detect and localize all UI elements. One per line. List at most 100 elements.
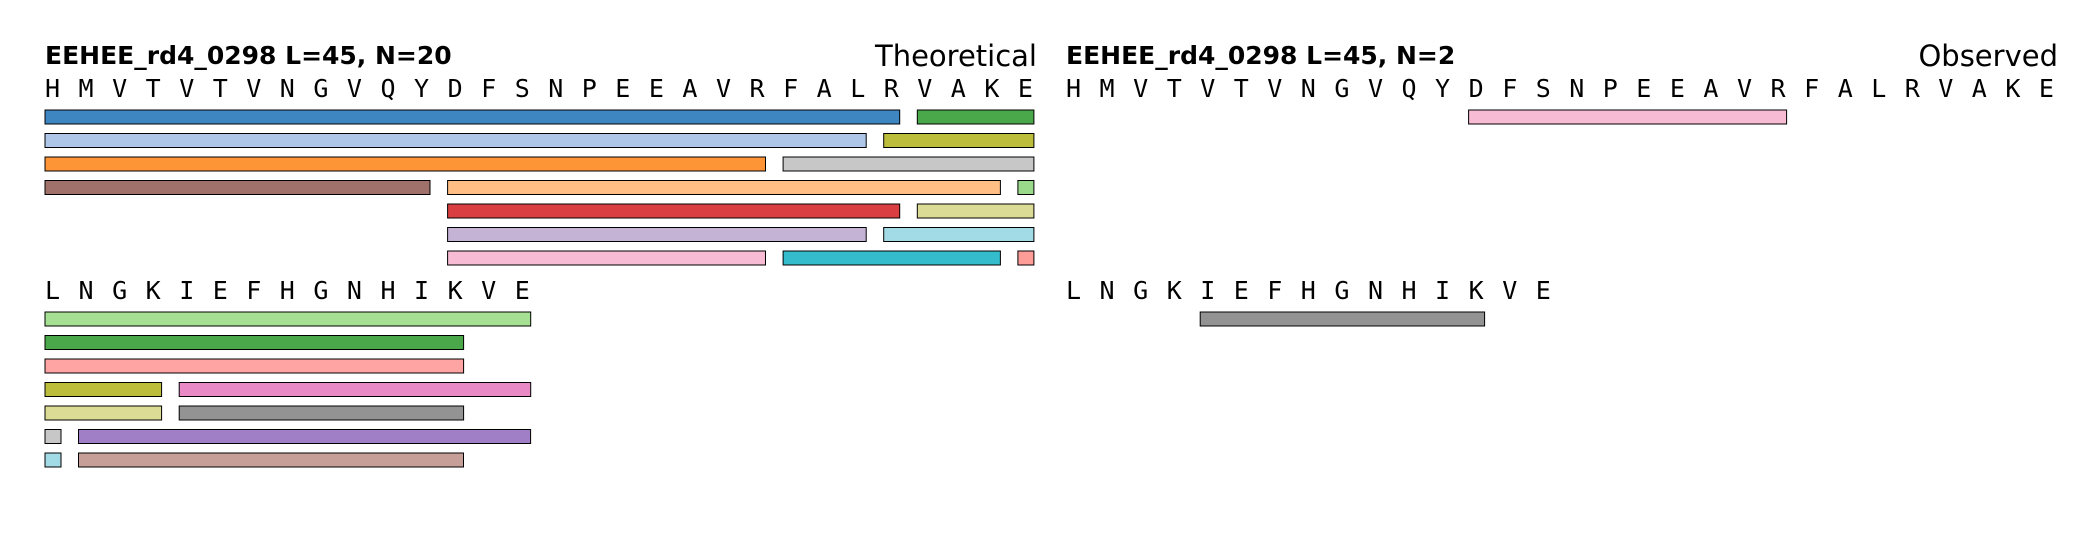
panel-mode-label: Theoretical	[874, 39, 1037, 73]
residue-label: N	[1569, 74, 1584, 103]
residue-label: R	[884, 74, 900, 103]
residue-label: K	[146, 276, 161, 305]
residue-label: P	[1603, 74, 1618, 103]
fragment-bar	[44, 156, 766, 172]
residue-label: N	[1301, 74, 1316, 103]
residue-label: I	[1435, 276, 1450, 305]
residue-label: A	[817, 74, 832, 103]
residue-label: Y	[414, 74, 429, 103]
fragment-bar	[44, 180, 431, 195]
residue-label: Q	[381, 74, 396, 103]
fragment-bar	[1017, 180, 1035, 195]
residue-label: G	[313, 276, 328, 305]
residue-label: L	[1066, 276, 1081, 305]
fragment-bar	[883, 227, 1035, 242]
residue-label: F	[783, 74, 798, 103]
fragment-bar	[78, 452, 464, 468]
residue-label: R	[750, 74, 766, 103]
fragment-bar	[44, 311, 532, 327]
residue-label: L	[1871, 74, 1886, 103]
residue-label: V	[347, 74, 362, 103]
fragment-bar	[44, 358, 465, 374]
residue-label: V	[917, 74, 932, 103]
fragment-bar	[44, 452, 62, 468]
residue-label: R	[1905, 74, 1921, 103]
residue-label: A	[1972, 74, 1987, 103]
residue-label: G	[1334, 74, 1349, 103]
fragment-bar	[178, 382, 532, 397]
residue-label: V	[716, 74, 731, 103]
fragment-bar	[44, 133, 867, 148]
fragment-bar	[78, 429, 532, 444]
fragment-bar	[447, 203, 901, 219]
residue-label: A	[951, 74, 966, 103]
residue-label: D	[1469, 74, 1484, 103]
residue-label: E	[1018, 74, 1033, 103]
panel-title: EEHEE_rd4_0298 L=45, N=20	[45, 41, 452, 70]
fragment-bar	[1199, 311, 1486, 327]
residue-label: F	[1804, 74, 1819, 103]
residue-label: N	[1100, 276, 1115, 305]
sequence-rows: H M V T V T V N G V Q Y D F S N P E E A V R F A L R V A K EL N G K I E F H G N…	[1066, 74, 2054, 327]
fragment-bar	[44, 335, 465, 350]
residue-label: E	[615, 74, 630, 103]
fragment-bar	[447, 227, 867, 242]
residue-label: V	[1737, 74, 1752, 103]
residue-label: E	[649, 74, 664, 103]
residue-label: F	[246, 276, 261, 305]
fragment-bar	[178, 405, 465, 421]
fragment-bar	[782, 156, 1035, 172]
fragment-bar	[447, 180, 1001, 195]
fragment-bar	[1468, 109, 1788, 125]
fragment-bar	[916, 203, 1035, 219]
residue-label: T	[146, 74, 161, 103]
residue-label: R	[1771, 74, 1787, 103]
residue-label: G	[1334, 276, 1349, 305]
residue-label: N	[347, 276, 362, 305]
fragment-bar	[44, 429, 62, 444]
residue-label: S	[1536, 74, 1551, 103]
residue-label: K	[984, 74, 999, 103]
residue-label: E	[1536, 276, 1551, 305]
residue-label: V	[1200, 74, 1215, 103]
residue-label: L	[45, 276, 60, 305]
residue-label: V	[1938, 74, 1953, 103]
residue-label: V	[1368, 74, 1383, 103]
residue-label: E	[1636, 74, 1651, 103]
residue-label: K	[1167, 276, 1182, 305]
fragment-bar	[782, 250, 1001, 266]
residue-label: I	[179, 276, 194, 305]
residue-label: Q	[1402, 74, 1417, 103]
residue-label: F	[1502, 74, 1517, 103]
residue-label: K	[448, 276, 463, 305]
residue-label: E	[213, 276, 228, 305]
residue-label: V	[1267, 74, 1282, 103]
residue-label: A	[682, 74, 697, 103]
residue-label: I	[414, 276, 429, 305]
panel-title: EEHEE_rd4_0298 L=45, N=2	[1066, 41, 1455, 70]
residue-label: K	[1469, 276, 1484, 305]
residue-label: F	[481, 74, 496, 103]
residue-label: M	[79, 74, 94, 103]
fragment-bar	[1017, 250, 1035, 266]
residue-label: V	[112, 74, 127, 103]
fragment-bar	[44, 109, 901, 125]
residue-label: T	[213, 74, 228, 103]
residue-label: G	[313, 74, 328, 103]
residue-label: E	[1670, 74, 1685, 103]
residue-label: N	[548, 74, 563, 103]
residue-label: K	[2005, 74, 2020, 103]
residue-label: V	[1502, 276, 1517, 305]
fragment-bar	[916, 109, 1035, 125]
residue-label: H	[45, 74, 60, 103]
fragment-bar	[44, 382, 163, 397]
residue-label: E	[515, 276, 530, 305]
residue-label: G	[1133, 276, 1148, 305]
residue-label: V	[179, 74, 194, 103]
residue-label: E	[1234, 276, 1249, 305]
